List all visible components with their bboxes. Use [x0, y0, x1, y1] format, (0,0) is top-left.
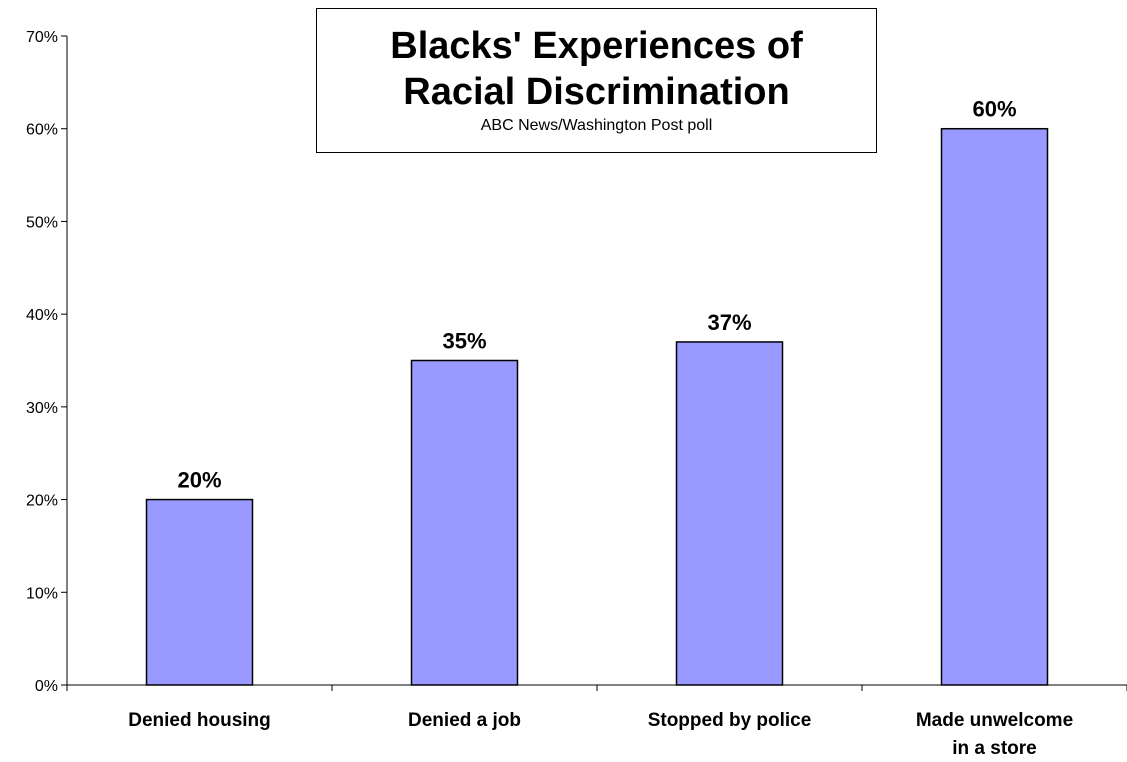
x-tick-label: Made unwelcome in a store: [916, 710, 1073, 759]
y-tick-label: 50%: [26, 214, 58, 231]
bar: [940, 127, 1049, 686]
y-tick-label: 40%: [26, 307, 58, 324]
y-tick-label: 20%: [26, 493, 58, 510]
bar: [410, 359, 519, 686]
chart-title: Blacks' Experiences of Racial Discrimina…: [317, 23, 876, 115]
x-tick-label: Stopped by police: [648, 710, 812, 731]
bar: [145, 498, 254, 686]
y-tick-label: 30%: [26, 400, 58, 417]
data-label: 37%: [707, 310, 751, 335]
x-tick-label: Denied a job: [408, 710, 521, 731]
y-tick-label: 60%: [26, 122, 58, 139]
data-label: 20%: [177, 468, 221, 493]
y-tick-label: 10%: [26, 585, 58, 602]
y-tick-label: 70%: [26, 29, 58, 46]
chart-subtitle: ABC News/Washington Post poll: [480, 117, 713, 134]
data-label: 35%: [442, 329, 486, 354]
chart-title-line-1: Blacks' Experiences of: [390, 25, 803, 67]
y-tick-label: 0%: [35, 678, 58, 695]
chart-title-box: Blacks' Experiences of Racial Discrimina…: [316, 8, 877, 153]
chart-title-line-2: Racial Discrimination: [403, 71, 790, 113]
bar: [675, 341, 784, 686]
data-label: 60%: [972, 97, 1016, 122]
x-tick-label: Denied housing: [128, 710, 271, 731]
